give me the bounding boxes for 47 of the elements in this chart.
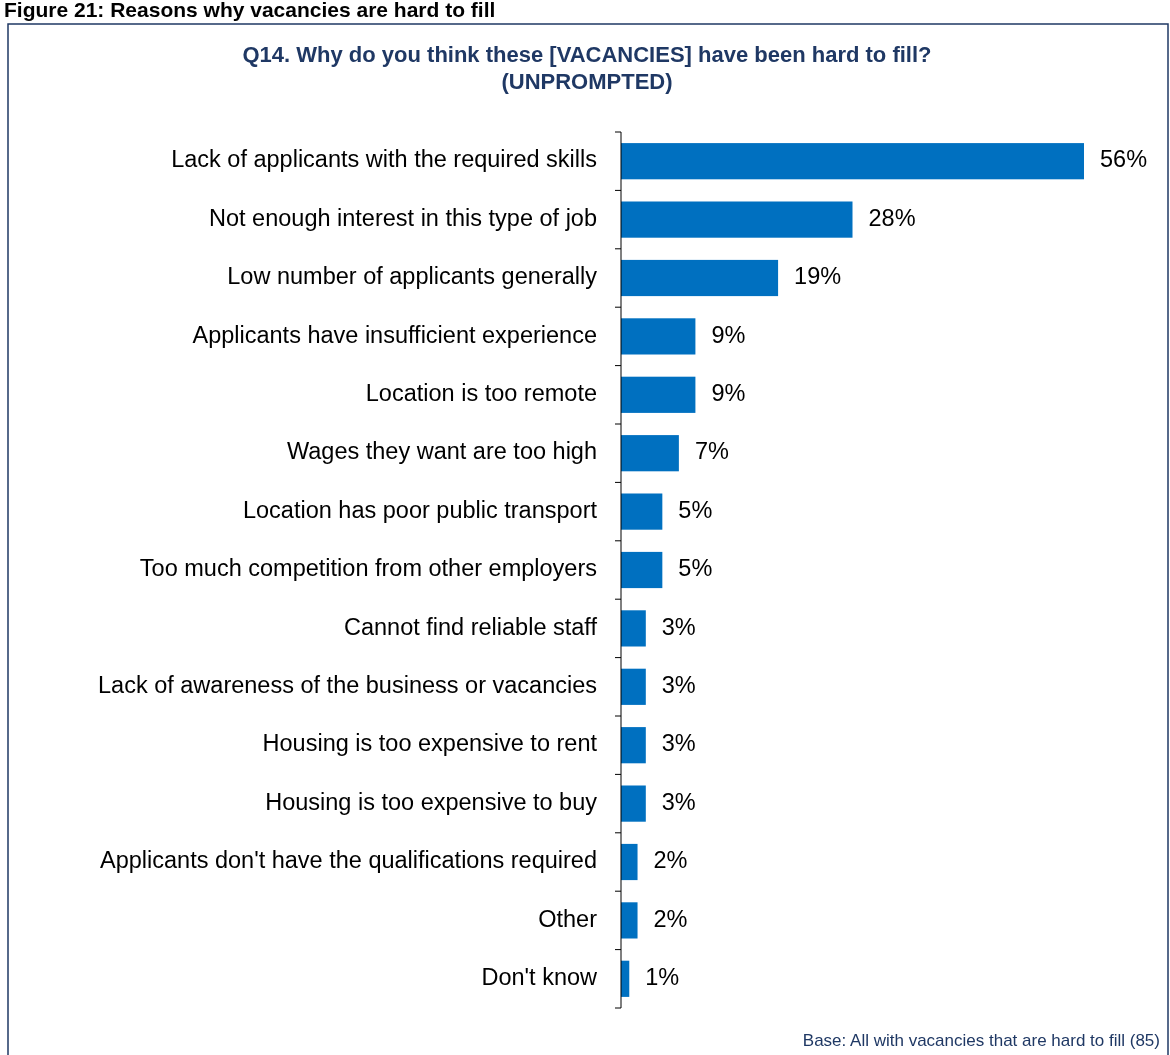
bar bbox=[621, 259, 779, 297]
bar bbox=[621, 785, 646, 822]
y-tick-label: Other bbox=[538, 905, 598, 932]
data-label: 2% bbox=[653, 905, 688, 932]
bar bbox=[621, 843, 638, 881]
bar bbox=[621, 902, 638, 939]
y-tick-label: Don't know bbox=[481, 964, 599, 990]
data-label: 5% bbox=[678, 555, 713, 582]
data-label: 7% bbox=[694, 438, 729, 465]
bar bbox=[621, 143, 1084, 180]
y-tick-label: Applicants don't have the qualifications required bbox=[100, 847, 597, 874]
data-label: 28% bbox=[868, 204, 916, 231]
chart-subtitle: Q14. Why do you think these [VACANCIES] have been hard to fill? (UNPROMPTED) bbox=[242, 42, 932, 94]
y-tick-label: Too much competition from other employers bbox=[139, 555, 597, 582]
bar bbox=[621, 551, 663, 589]
y-tick-label: Location is too remote bbox=[365, 380, 597, 406]
y-tick-label: Lack of awareness of the business or vacancies bbox=[98, 672, 597, 698]
data-label: 3% bbox=[661, 672, 696, 698]
data-label: 9% bbox=[711, 321, 746, 348]
data-label: 3% bbox=[661, 613, 696, 640]
y-tick-label: Lack of applicants with the required skills bbox=[171, 146, 597, 173]
data-label: 5% bbox=[678, 496, 713, 523]
y-tick-label: Wages they want are too high bbox=[286, 438, 597, 465]
data-label: 2% bbox=[653, 847, 688, 874]
y-tick-label: Cannot find reliable staff bbox=[343, 613, 598, 640]
data-label: 19% bbox=[794, 263, 842, 290]
bar bbox=[621, 318, 696, 355]
bar bbox=[621, 668, 646, 705]
text: Figure 21: Reasons why vacancies are hard to fill bbox=[4, 0, 496, 21]
bar bbox=[621, 493, 663, 530]
y-tick-label: Applicants have insufficient experience bbox=[192, 321, 597, 348]
y-tick-label: Housing is too expensive to rent bbox=[262, 730, 598, 757]
data-label: 9% bbox=[711, 380, 746, 406]
y-tick-label: Housing is too expensive to buy bbox=[265, 788, 598, 815]
bar bbox=[621, 376, 696, 413]
y-tick-label: Low number of applicants generally bbox=[227, 263, 598, 290]
y-tick-label: Location has poor public transport bbox=[242, 496, 598, 523]
data-label: 1% bbox=[645, 964, 680, 990]
data-label: 3% bbox=[661, 730, 696, 757]
bar bbox=[621, 610, 646, 647]
text: Base: All with vacancies that are hard to fill (85) bbox=[802, 1031, 1160, 1050]
data-label: 56% bbox=[1100, 146, 1148, 173]
bar bbox=[621, 435, 679, 472]
y-tick-label: Not enough interest in this type of job bbox=[209, 204, 597, 231]
bar bbox=[621, 201, 853, 238]
data-label: 3% bbox=[661, 788, 696, 815]
bar bbox=[621, 727, 646, 764]
